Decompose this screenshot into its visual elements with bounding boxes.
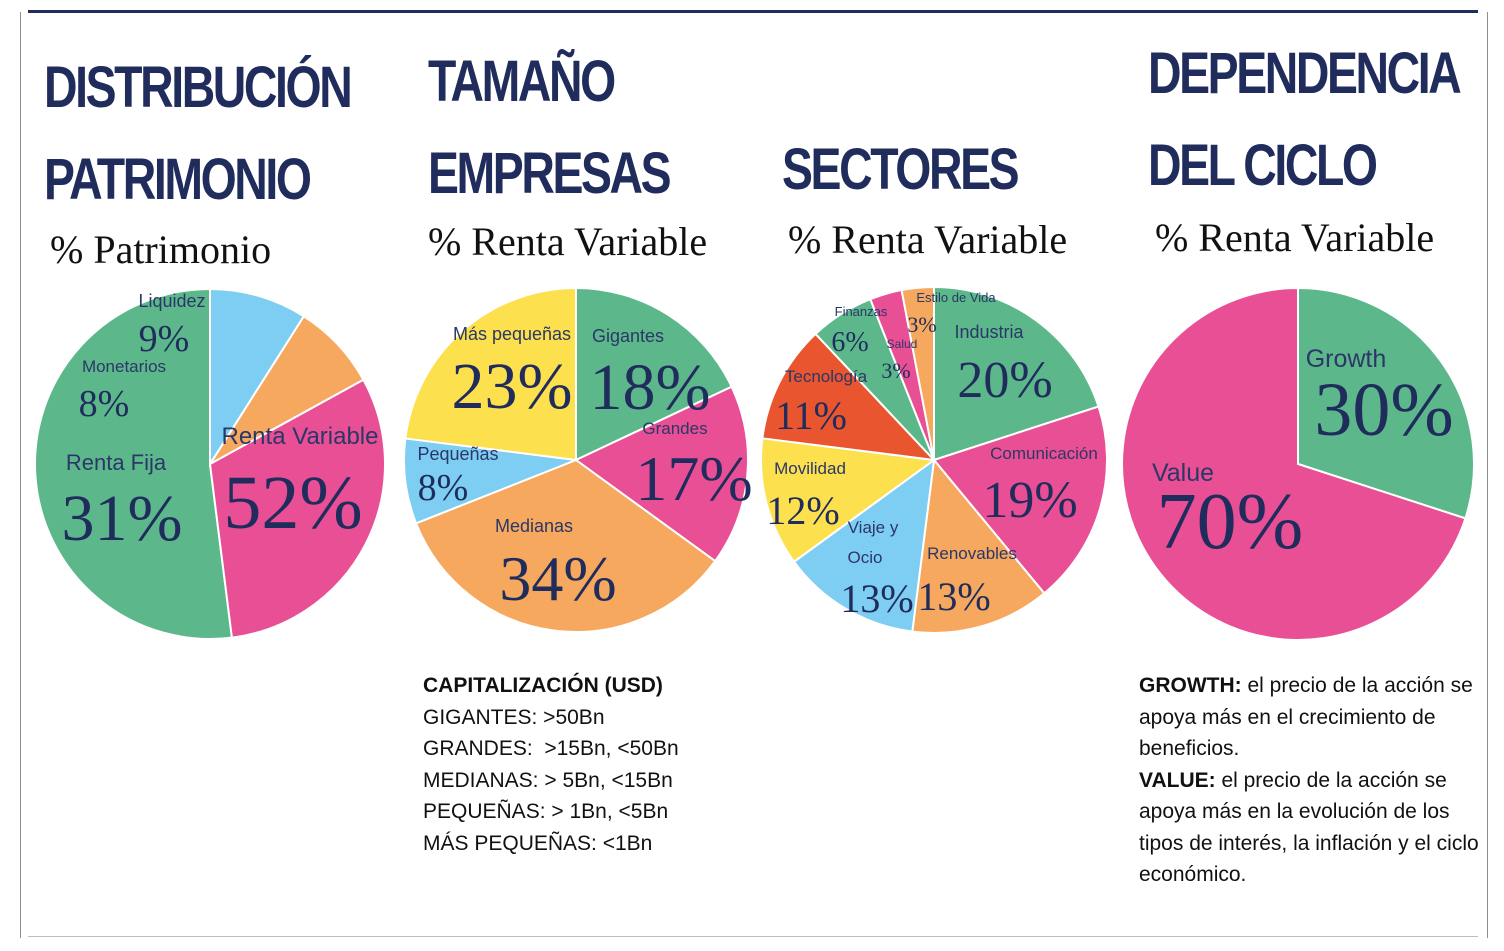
panel-1-subtitle: % Patrimonio: [50, 227, 272, 272]
pie-label: Finanzas: [835, 304, 888, 319]
pie-value-label: 6%: [831, 327, 868, 358]
value-note: VALUE: el precio de la acción se apoya m…: [1139, 765, 1479, 891]
pie-slice-m-s-peque-as: [404, 286, 577, 462]
pie-label: Renovables: [927, 544, 1017, 563]
panel-2-title-line-2: EMPRESAS: [428, 141, 672, 206]
left-border: [20, 12, 21, 938]
pie-label: Value: [1152, 459, 1214, 487]
pie-slice-liquidez: [209, 287, 306, 468]
pie-slice-renta-fija: [208, 378, 386, 639]
pie-label: Viaje y: [848, 518, 899, 537]
pie-value-label: 30%: [1314, 368, 1453, 452]
panel-2-subtitle: % Renta Variable: [428, 219, 708, 264]
pie-label: Industria: [954, 322, 1024, 342]
cap-notes-line: MÁS PEQUEÑAS: <1Bn: [423, 831, 653, 855]
pie-slice-growth: [1297, 286, 1475, 520]
pie-label: Renta Variable: [222, 423, 379, 450]
pie-value-label: 8%: [79, 383, 130, 425]
pie-value-label: 31%: [62, 482, 183, 555]
pie-label: Movilidad: [774, 459, 846, 478]
value-note-text: el precio de la acción se apoya más en l…: [1139, 768, 1479, 887]
pie-slice-renovables: [911, 457, 1046, 634]
panel-1-title: DISTRIBUCIÓN PATRIMONIO: [44, 42, 353, 226]
pie-label: Medianas: [495, 516, 573, 536]
pie-value-label: 34%: [499, 543, 616, 614]
pie-slice-gigantes: [575, 286, 733, 462]
pie-label: Renta Fija: [66, 450, 167, 475]
pie-value-label: 3%: [907, 312, 936, 337]
cap-notes-line: GIGANTES: >50Bn: [423, 705, 605, 729]
pie-slice-value: [1121, 286, 1467, 641]
pie-chart-3: Industria 20% Comunicación 19% Renovables 13%…: [760, 285, 1108, 634]
cap-notes-line: MEDIANAS: > 5Bn, <15Bn: [423, 768, 673, 792]
pie-label: Liquidez: [138, 291, 205, 311]
pie-slice-estilo-de-vida: [900, 285, 935, 461]
right-border: [1487, 12, 1488, 938]
panel-2-title: TAMAÑO EMPRESAS: [428, 36, 672, 220]
pie-label: Salud: [887, 337, 918, 351]
pie-label: Pequeñas: [417, 444, 498, 464]
panel-4-subtitle: % Renta Variable: [1155, 215, 1435, 260]
panel-2-title-line-1: TAMAÑO: [428, 49, 616, 114]
pie-label: Gigantes: [592, 326, 664, 346]
panel-1-title-line-1: DISTRIBUCIÓN: [44, 55, 353, 120]
pie-label: Ocio: [848, 548, 883, 567]
pie-value-label: 17%: [635, 443, 752, 514]
panel-4-title: DEPENDENCIA DEL CICLO: [1148, 28, 1462, 212]
pie-slice-comunicaci-n: [932, 405, 1108, 595]
pie-label: Tecnología: [785, 367, 868, 386]
panel-3-title: SECTORES: [782, 124, 1020, 216]
cap-notes: CAPITALIZACIÓN (USD) GIGANTES: >50Bn GRA…: [423, 670, 679, 859]
panel-3-subtitle: % Renta Variable: [788, 217, 1068, 262]
growth-note: GROWTH: el precio de la acción se apoya …: [1139, 670, 1479, 765]
pie-label: Estilo de Vida: [916, 290, 996, 305]
pie-value-label: 13%: [917, 574, 990, 619]
pie-value-label: 19%: [982, 472, 1077, 529]
pie-slice-viaje-y-ocio: [792, 457, 936, 633]
pie-value-label: 3%: [881, 358, 910, 383]
pie-slice-industria: [933, 285, 1100, 462]
pie-slice-renta-variable: [33, 287, 234, 640]
pie-value-label: 12%: [766, 488, 839, 533]
pie-value-label: 70%: [1157, 478, 1304, 566]
panel-4-title-line-1: DEPENDENCIA: [1148, 41, 1462, 106]
pie-value-label: 20%: [957, 352, 1052, 409]
pie-slice-movilidad: [760, 437, 937, 564]
cap-notes-line: GRANDES: >15Bn, <50Bn: [423, 737, 679, 760]
pie-label: Growth: [1306, 345, 1387, 373]
cap-notes-heading: CAPITALIZACIÓN (USD): [423, 674, 663, 697]
pie-value-label: 13%: [840, 576, 913, 621]
cap-notes-line: PEQUEÑAS: > 1Bn, <5Bn: [423, 800, 669, 823]
growth-note-text: el precio de la acción se apoya más en e…: [1139, 674, 1473, 760]
pie-value-label: 18%: [590, 351, 711, 424]
pie-chart-1: Renta Variable 52% Renta Fija 31% Monetarios…: [33, 287, 386, 640]
pie-slice-grandes: [574, 385, 749, 563]
value-note-term: VALUE:: [1139, 768, 1216, 792]
top-rule: [28, 10, 1478, 13]
pie-value-label: 23%: [452, 350, 573, 423]
bottom-border: [28, 936, 1478, 937]
pie-label: Monetarios: [82, 357, 166, 376]
panel-1-title-line-2: PATRIMONIO: [44, 147, 312, 212]
pie-label: Grandes: [642, 419, 707, 438]
cycle-notes: GROWTH: el precio de la acción se apoya …: [1139, 670, 1479, 891]
pie-value-label: 8%: [418, 467, 469, 509]
panel-4-title-line-2: DEL CICLO: [1148, 133, 1378, 198]
panel-3-title-line-1: SECTORES: [782, 137, 1020, 202]
pie-value-label: 52%: [223, 461, 362, 545]
pie-slice-medianas: [414, 458, 717, 633]
pie-label: Más pequeñas: [453, 324, 571, 344]
pie-chart-2: Gigantes 18%Grandes 17% Medianas 34% Pequeñas…: [403, 286, 753, 633]
pie-value-label: 11%: [775, 393, 847, 438]
pie-value-label: 9%: [139, 318, 190, 360]
growth-note-term: GROWTH:: [1139, 674, 1242, 697]
pie-slice-tecnolog-a: [761, 332, 937, 462]
pie-label: Comunicación: [990, 444, 1098, 463]
